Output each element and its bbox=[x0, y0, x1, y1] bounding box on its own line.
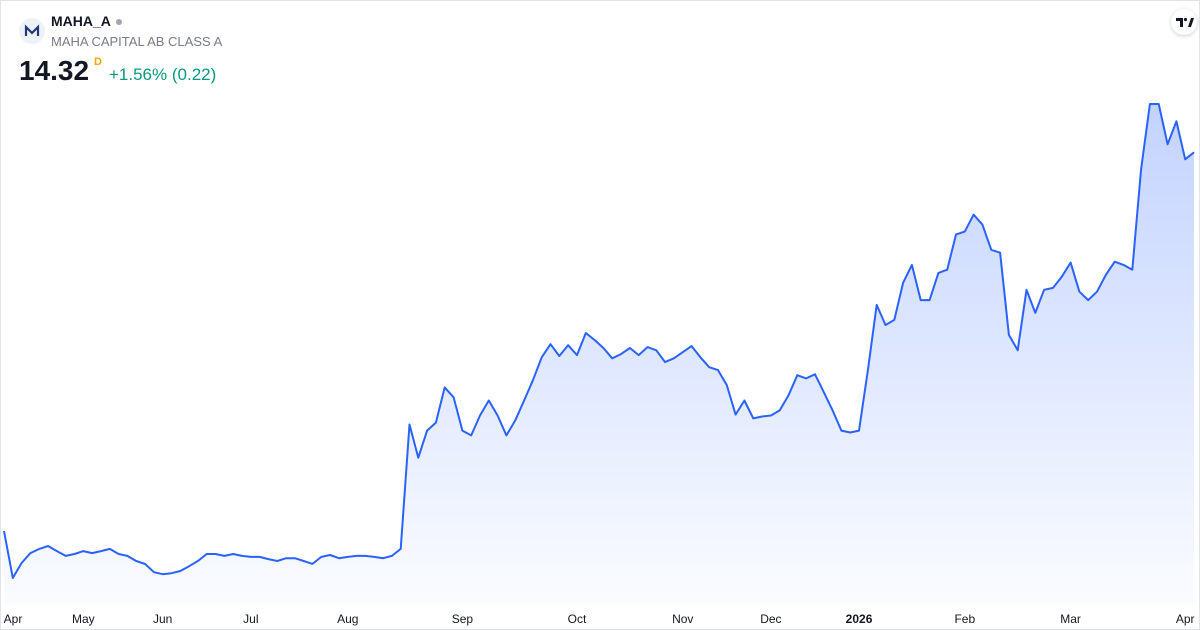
x-tick-label: Mar bbox=[1060, 612, 1081, 626]
brand-logo[interactable] bbox=[1171, 9, 1197, 35]
status-dot bbox=[115, 19, 122, 26]
symbol: MAHA_A bbox=[51, 13, 111, 29]
x-tick-label: Aug bbox=[337, 612, 358, 626]
logo-glyph bbox=[24, 24, 40, 36]
symbol-name: MAHA CAPITAL AB CLASS A bbox=[51, 34, 223, 49]
x-tick-label: Jun bbox=[153, 612, 172, 626]
x-tick-label: 2026 bbox=[846, 612, 873, 626]
x-tick-label: Jul bbox=[243, 612, 258, 626]
price: 14.32 bbox=[19, 55, 90, 86]
area-fill bbox=[4, 104, 1194, 605]
x-tick-label: Feb bbox=[954, 612, 975, 626]
price-line bbox=[3, 103, 1195, 579]
change: +1.56% (0.22) bbox=[109, 65, 217, 84]
brand-glyph bbox=[1176, 17, 1194, 27]
x-tick-label: Dec bbox=[760, 612, 781, 626]
x-tick-label: Nov bbox=[672, 612, 693, 626]
x-tick-label: Oct bbox=[568, 612, 587, 626]
symbol-logo bbox=[19, 18, 45, 44]
symbol-row: MAHA_A bbox=[51, 13, 122, 29]
x-tick-label: May bbox=[72, 612, 95, 626]
x-tick-label: Sep bbox=[452, 612, 474, 626]
interval: D bbox=[94, 56, 102, 68]
x-tick-label: Apr bbox=[1176, 612, 1195, 626]
x-tick-label: Apr bbox=[4, 612, 23, 626]
